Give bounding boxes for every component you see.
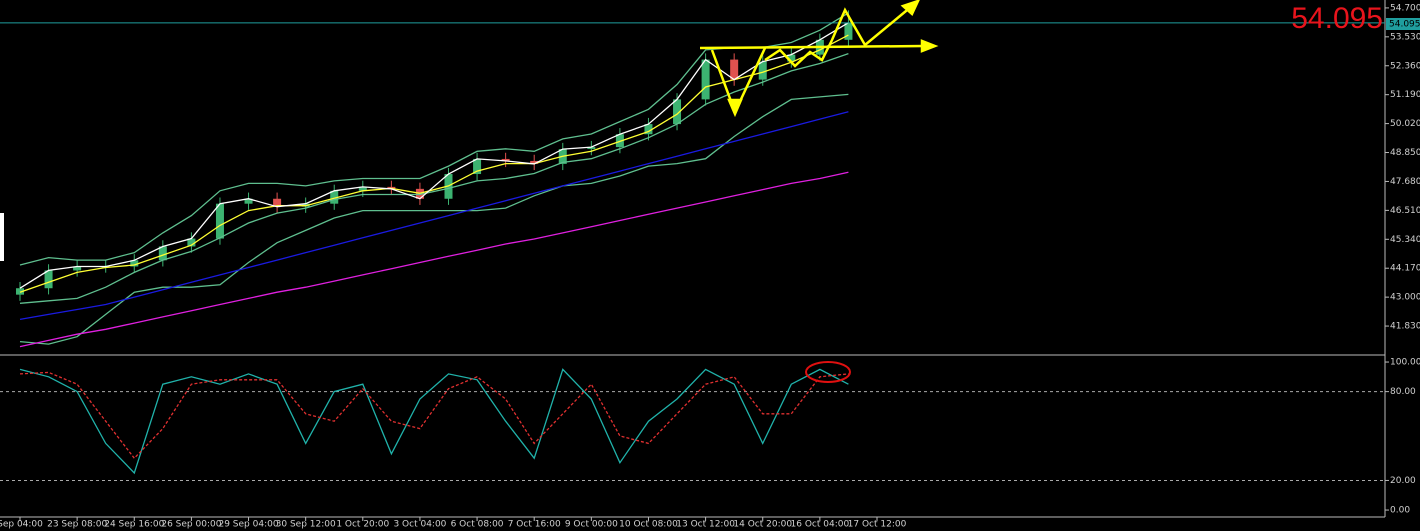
candle-body <box>473 158 482 175</box>
series-line <box>19 111 849 321</box>
candle-body <box>501 158 510 161</box>
y-tick-label: 45.340 <box>1390 235 1420 245</box>
candle-body <box>244 198 253 204</box>
x-tick-label: 10 Oct 08:00 <box>619 520 678 530</box>
candle-body <box>44 270 53 289</box>
x-tick-label: 17 Oct 12:00 <box>848 520 907 530</box>
candle-body <box>644 124 653 135</box>
y-tick-label: 50.020 <box>1390 119 1420 129</box>
x-tick-label: 24 Sep 16:00 <box>104 520 164 530</box>
y-tick-label: 100.00 <box>1390 358 1420 368</box>
series-line <box>19 12 849 266</box>
x-tick-label: 3 Oct 04:00 <box>393 520 446 530</box>
y-tick-label: 44.170 <box>1390 264 1420 274</box>
x-tick-label: 6 Oct 08:00 <box>451 520 504 530</box>
pattern-leg <box>764 5 913 68</box>
x-tick-label: 9 Oct 00:00 <box>565 520 618 530</box>
x-tick-label: 16 Oct 04:00 <box>791 520 850 530</box>
y-tick-label: 41.830 <box>1390 322 1420 332</box>
y-tick-label: 43.000 <box>1390 293 1420 303</box>
x-tick-label: 29 Sep 04:00 <box>218 520 278 530</box>
candle-body <box>16 288 24 295</box>
y-tick-label: 48.850 <box>1390 148 1420 158</box>
series-line <box>19 93 849 345</box>
y-tick-label: 54.700 <box>1390 3 1420 13</box>
series-line <box>19 52 849 304</box>
candle-body <box>758 61 767 80</box>
x-tick-label: 14 Oct 20:00 <box>733 520 792 530</box>
candle-body <box>158 246 167 261</box>
y-tick-label: 20.00 <box>1390 476 1416 486</box>
y-tick-label: 47.680 <box>1390 177 1420 187</box>
series-line <box>19 22 849 289</box>
candle-body <box>844 22 853 40</box>
arrow-head <box>727 98 743 118</box>
arrow-head <box>900 0 920 17</box>
candle-body <box>330 190 339 204</box>
series-line <box>19 171 849 348</box>
plot: 54.700 53.530 52.360 51.190 50.020 48.850 47.6… <box>0 3 1420 530</box>
x-tick-label: 13 Oct 12:00 <box>676 520 735 530</box>
highlight-circle <box>805 361 851 383</box>
candle-body <box>130 260 139 267</box>
candle-body <box>615 134 624 148</box>
y-tick-label: 53.530 <box>1390 32 1420 42</box>
x-tick-label: 26 Sep 00:00 <box>161 520 221 530</box>
candle-body <box>273 198 282 207</box>
last-price-big: 54.095 <box>1291 2 1383 35</box>
candle-body <box>701 59 710 100</box>
y-tick-label: 51.190 <box>1390 90 1420 100</box>
neckline <box>699 44 926 50</box>
candle-body <box>673 99 682 125</box>
candle-body <box>530 160 539 164</box>
x-tick-label: Sep 04:00 <box>0 520 43 530</box>
candle-body <box>787 54 796 62</box>
candle-body <box>358 186 367 191</box>
y-tick-label: 46.510 <box>1390 206 1420 216</box>
series-line <box>19 371 849 460</box>
y-tick-label: 0.00 <box>1390 506 1410 516</box>
x-tick-label: 23 Sep 08:00 <box>47 520 107 530</box>
candle-body <box>730 59 739 80</box>
candle-body <box>73 266 82 271</box>
y-tick-label: 52.360 <box>1390 61 1420 71</box>
series-line <box>19 34 849 293</box>
candle-body <box>187 238 196 247</box>
last-price-box <box>1386 18 1420 30</box>
arrow-head <box>920 39 939 53</box>
candle-body <box>587 147 596 150</box>
series-line <box>19 368 849 475</box>
candle-body <box>215 203 224 239</box>
edge-marker <box>0 213 4 261</box>
last-price-label: 54.095 <box>1389 20 1420 30</box>
pattern-drawing <box>699 0 939 118</box>
x-tick-label: 30 Sep 12:00 <box>276 520 336 530</box>
x-tick-label: 7 Oct 16:00 <box>508 520 561 530</box>
y-tick-label: 80.00 <box>1390 387 1416 397</box>
x-tick-label: 1 Oct 20:00 <box>336 520 389 530</box>
